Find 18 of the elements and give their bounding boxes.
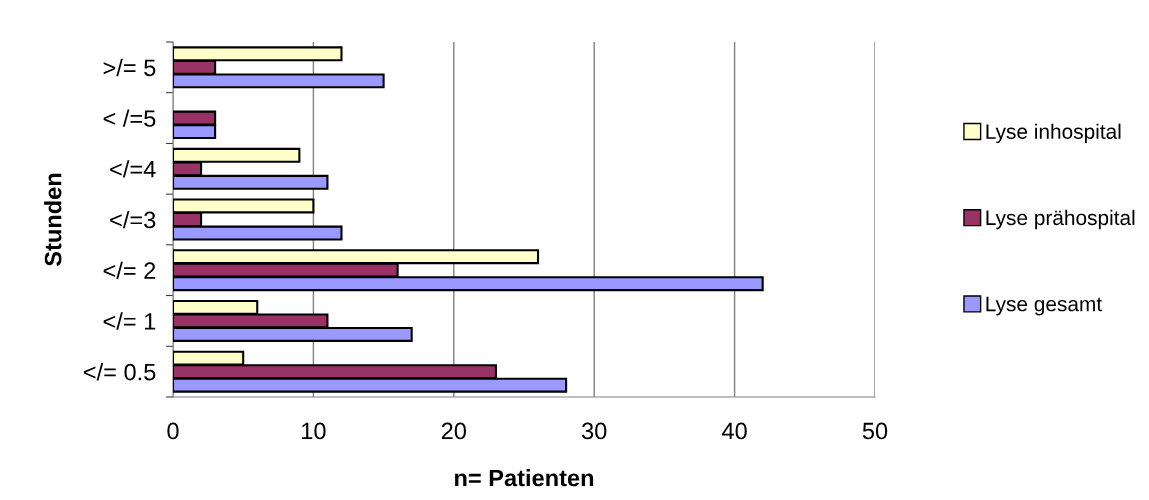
y-tick-label: </=3 (110, 210, 156, 229)
legend-label: Lyse prähospital (986, 209, 1135, 230)
y-tick-label: </= 1 (103, 312, 156, 330)
x-tick-label: 10 (302, 422, 326, 440)
x-tick-label: 50 (862, 422, 888, 440)
y-axis-title: Stunden (44, 173, 62, 267)
x-axis-title: n= Patienten (455, 469, 594, 487)
x-tick-label: 0 (167, 422, 179, 440)
legend-label: Lyse inhospital (986, 123, 1121, 144)
x-tick-label: 20 (441, 422, 467, 440)
y-tick-label: < /=5 (103, 109, 156, 127)
y-tick-label: </= 2 (103, 261, 156, 279)
legend-label: Lyse gesamt (986, 296, 1102, 316)
y-tick-label: </=4 (110, 160, 156, 178)
y-tick-label: </= 0.5 (83, 363, 156, 381)
y-tick-label: >/= 5 (103, 58, 156, 77)
x-tick-label: 30 (581, 422, 607, 440)
x-tick-label: 40 (722, 422, 747, 440)
